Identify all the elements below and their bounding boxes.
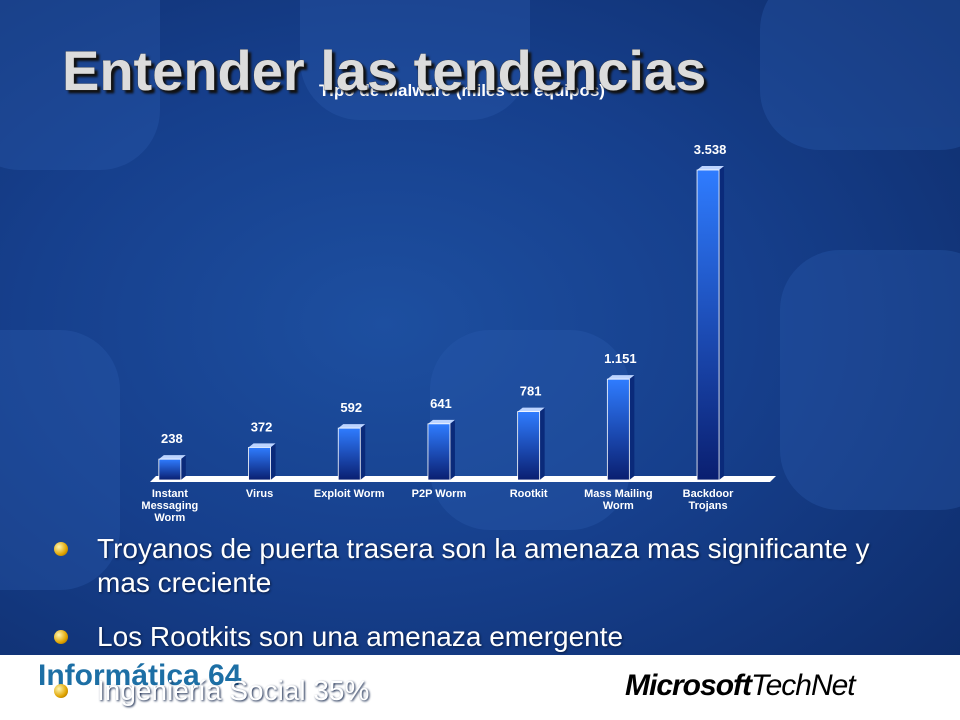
bar-top — [607, 375, 635, 380]
bar-side — [449, 419, 455, 480]
x-tick-label: Virus — [245, 488, 274, 500]
bullet-text: Los Rootkits son una amenaza emergente — [97, 621, 624, 652]
data-label: 238 — [161, 431, 183, 446]
bullet-dot — [54, 630, 68, 644]
bar-side — [360, 424, 366, 480]
footer-left-logo: Informática 64 — [38, 659, 242, 692]
chart-title: Tipo de Malware (miles de equipos) — [319, 81, 605, 100]
bar — [337, 427, 361, 481]
bar-top — [517, 407, 545, 412]
bullet-dot — [54, 684, 68, 698]
bar-top — [158, 455, 186, 460]
x-tick-label: Exploit Worm — [313, 488, 385, 500]
bg-tile — [0, 330, 120, 590]
bar — [696, 169, 720, 481]
data-label: 372 — [251, 419, 273, 434]
slide-title: Entender las tendencias — [62, 39, 706, 102]
bar-side — [270, 443, 276, 480]
bg-tile — [0, 0, 160, 170]
bar-top — [427, 419, 455, 424]
bar-side — [180, 455, 186, 480]
bullet-text: Troyanos de puerta trasera son la amenaz… — [97, 533, 870, 598]
logo-technet: TechNet — [751, 669, 856, 702]
x-tick-label: Rootkit — [509, 488, 548, 500]
x-tick-label: Mass Mailing Worm — [584, 488, 653, 512]
bar — [427, 423, 451, 481]
footer-right-logo: MicrosoftTechNet — [625, 669, 856, 703]
bar-side — [539, 407, 545, 480]
x-tick-label: P2P Worm — [411, 488, 467, 500]
bar-side — [719, 166, 725, 480]
bar — [248, 447, 271, 481]
bg-tile — [780, 250, 960, 510]
bg-tile — [760, 0, 960, 150]
data-label: 592 — [340, 400, 362, 415]
bar-top — [697, 166, 725, 170]
bar-side — [629, 375, 635, 480]
data-label: 3.538 — [694, 142, 727, 157]
bar — [606, 378, 630, 481]
logo-microsoft: Microsoft — [625, 669, 752, 702]
bullet-dot — [54, 542, 68, 556]
bullet-text: Ingeniería Social 35% — [97, 675, 370, 706]
footer: Informática 64 MicrosoftTechNet — [0, 655, 960, 720]
data-label: 781 — [520, 384, 542, 399]
x-tick-label: Backdoor Trojans — [682, 488, 734, 512]
bar — [517, 411, 541, 481]
bar-top — [338, 424, 366, 429]
bar — [158, 458, 182, 481]
bg-tile — [300, 0, 530, 120]
x-tick-label: Instant Messaging Worm — [141, 488, 199, 524]
bar-top — [248, 443, 276, 448]
chart-floor — [150, 476, 776, 482]
data-label: 1.151 — [604, 351, 637, 366]
data-label: 641 — [430, 396, 452, 411]
